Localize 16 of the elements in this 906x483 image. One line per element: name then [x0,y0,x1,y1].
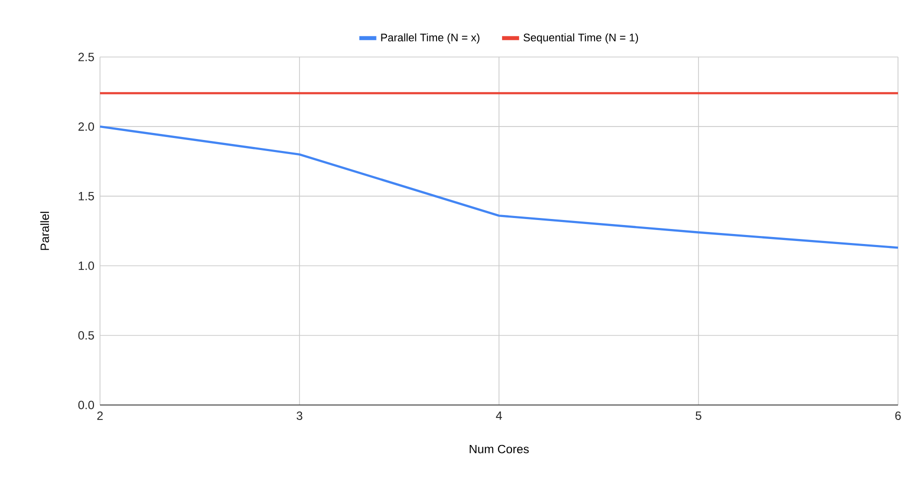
x-tick-label: 3 [296,412,302,420]
legend-label: Sequential Time (N = 1) [524,33,638,44]
x-tick-label: 6 [895,412,901,420]
y-tick-label: 2.0 [78,122,94,131]
y-tick-label: 0.0 [78,400,94,410]
x-tick-label: 5 [696,412,702,420]
x-axis-title: Num Cores [470,444,529,454]
y-tick-label: 2.5 [78,52,94,62]
y-axis-title: Parallel [40,212,50,250]
line-series [98,125,900,249]
y-tick-label: 1.5 [78,192,94,200]
x-tick-label: 2 [97,412,103,420]
y-tick-label: 0.5 [78,331,94,340]
x-tick-label: 4 [496,412,502,420]
y-tick-label: 1.0 [78,262,94,270]
legend-label: Parallel Time (N = x) [381,33,480,44]
